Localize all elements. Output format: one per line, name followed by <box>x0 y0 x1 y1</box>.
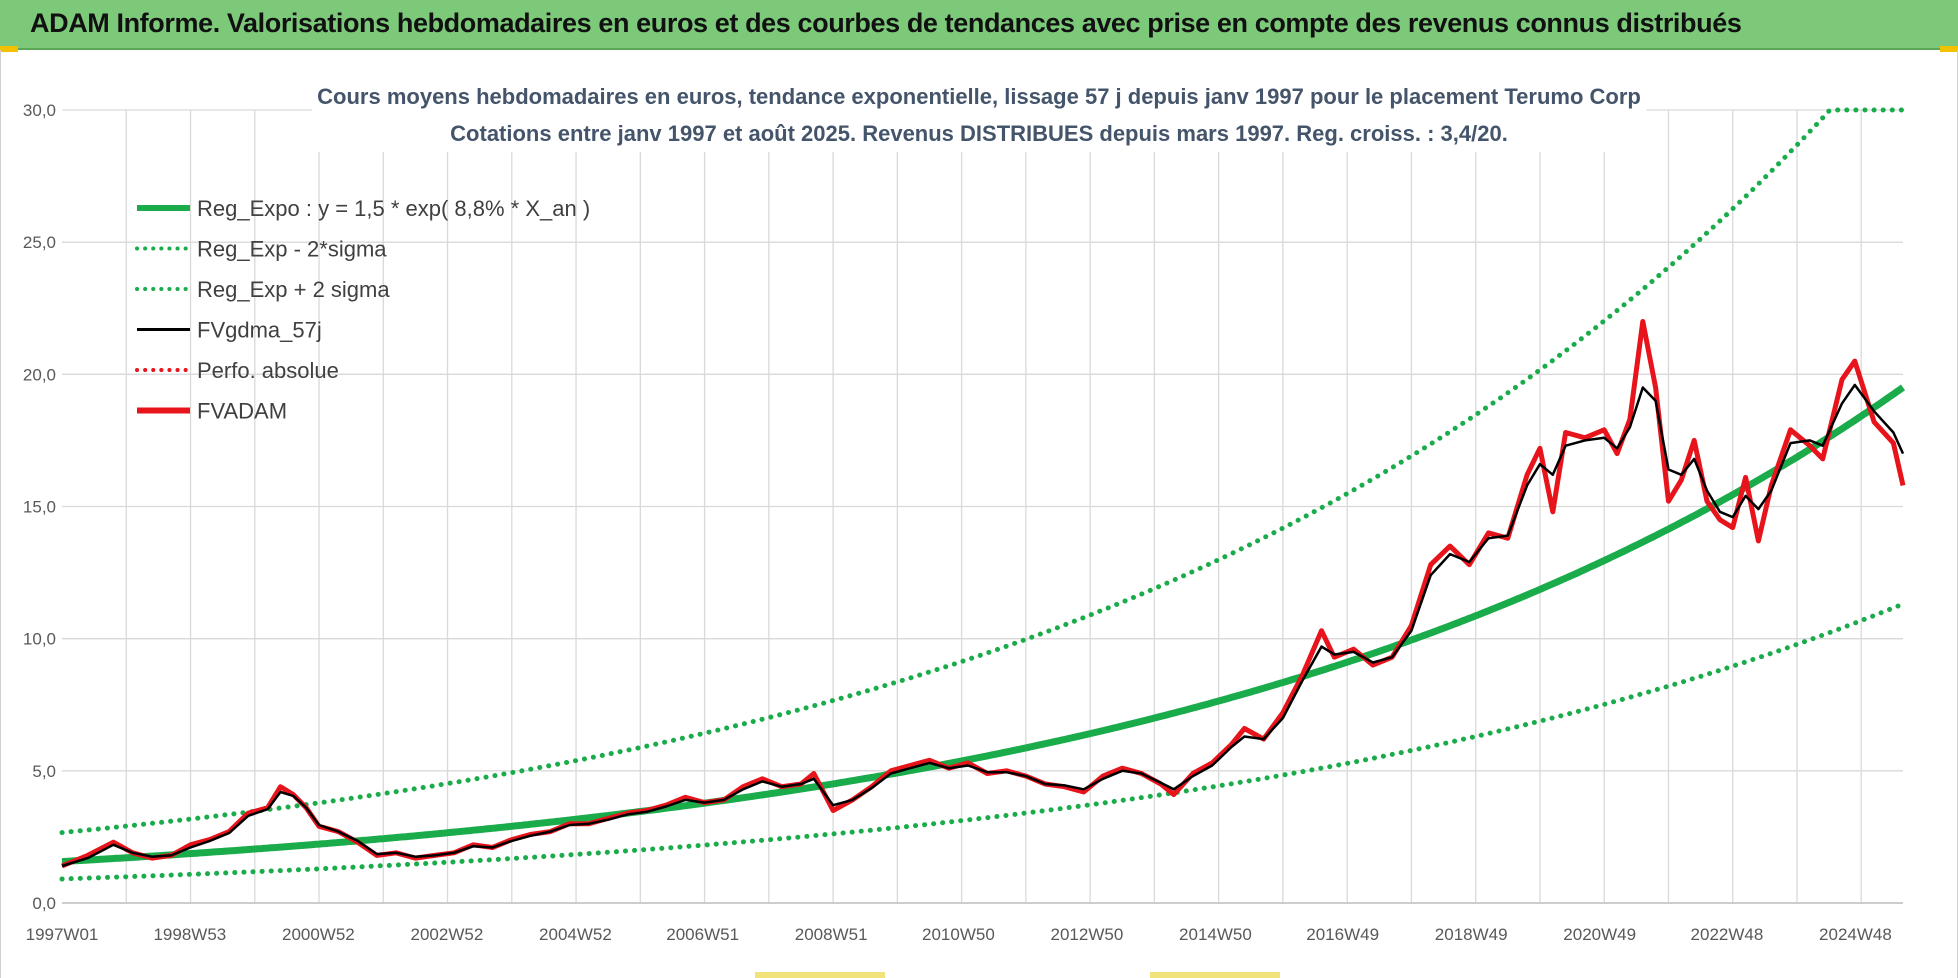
series-fvadam <box>61 319 1906 869</box>
legend-label: Perfo. absolue <box>197 358 339 383</box>
legend-label: FVADAM <box>197 399 287 424</box>
x-tick-label: 2000W52 <box>282 925 355 944</box>
legend: Reg_Expo : y = 1,5 * exp( 8,8% * X_an ) R… <box>135 196 590 424</box>
axes: 0,0 5,0 10,0 15,0 20,0 25,0 30,0 1997W01 1998W53… <box>23 101 1903 944</box>
bottom-strip-right <box>1150 972 1280 978</box>
y-tick-label: 15,0 <box>23 498 56 517</box>
series-reg-exp-minus-2sigma <box>59 601 1906 882</box>
y-tick-label: 25,0 <box>23 233 56 252</box>
x-tick-label: 2008W51 <box>795 925 868 944</box>
y-tick-label: 10,0 <box>23 630 56 649</box>
x-tick-label: 2024W48 <box>1819 925 1892 944</box>
corner-marker-left <box>0 46 18 52</box>
x-tick-label: 2006W51 <box>666 925 739 944</box>
series-fvgdma-57j <box>61 383 1905 868</box>
chart-subtitle: Cotations entre janv 1997 et août 2025. … <box>450 121 1508 146</box>
chart-title-block: Cours moyens hebdomadaires en euros, ten… <box>312 78 1646 152</box>
y-tick-label: 0,0 <box>32 894 56 913</box>
banner-title: ADAM Informe. Valorisations hebdomadaire… <box>30 8 1742 38</box>
x-tick-label: 2004W52 <box>539 925 612 944</box>
y-tick-label: 20,0 <box>23 365 56 384</box>
x-tick-label: 2014W50 <box>1179 925 1252 944</box>
corner-marker-right <box>1940 46 1958 52</box>
y-tick-label: 5,0 <box>32 762 56 781</box>
chart-title: Cours moyens hebdomadaires en euros, ten… <box>317 84 1641 109</box>
x-tick-label: 2010W50 <box>922 925 995 944</box>
x-tick-label: 2020W49 <box>1563 925 1636 944</box>
x-tick-label: 2018W49 <box>1435 925 1508 944</box>
legend-label: FVgdma_57j <box>197 318 322 343</box>
x-tick-label: 2012W50 <box>1051 925 1124 944</box>
series <box>59 107 1906 882</box>
grid-lines <box>62 109 1903 904</box>
x-tick-label: 1998W53 <box>153 925 226 944</box>
series-reg-exp-plus-2sigma <box>59 107 1906 836</box>
bottom-strip-left <box>755 972 885 978</box>
legend-label: Reg_Exp - 2*sigma <box>197 237 387 262</box>
x-tick-label: 2002W52 <box>411 925 484 944</box>
legend-label: Reg_Exp + 2 sigma <box>197 277 390 302</box>
legend-label: Reg_Expo : y = 1,5 * exp( 8,8% * X_an ) <box>197 196 590 221</box>
x-tick-label: 2022W48 <box>1691 925 1764 944</box>
header-banner: ADAM Informe. Valorisations hebdomadaire… <box>0 0 1958 50</box>
y-tick-label: 30,0 <box>23 101 56 120</box>
x-tick-label: 1997W01 <box>26 925 99 944</box>
series-reg-expo <box>61 384 1906 866</box>
x-tick-label: 2016W49 <box>1306 925 1379 944</box>
title-background <box>312 78 1646 152</box>
